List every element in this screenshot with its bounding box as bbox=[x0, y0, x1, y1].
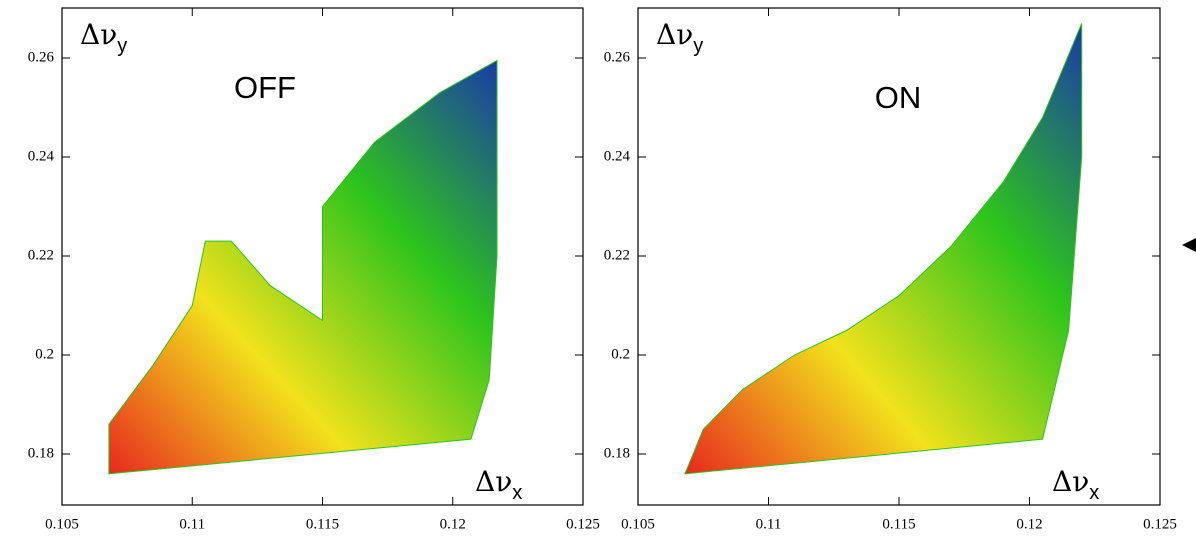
x-axis-label-sub: x bbox=[1089, 482, 1099, 504]
x-tick-label: 0.105 bbox=[45, 516, 79, 532]
footprint-area bbox=[684, 23, 1083, 475]
x-tick-label: 0.11 bbox=[179, 516, 205, 532]
y-tick-label: 0.26 bbox=[604, 49, 631, 65]
y-tick-label: 0.2 bbox=[611, 346, 630, 362]
x-tick-label: 0.11 bbox=[756, 516, 782, 532]
x-axis-label: Δνx bbox=[475, 465, 522, 504]
y-axis-label-sub: y bbox=[693, 35, 703, 57]
y-axis-label: Δνy bbox=[656, 18, 703, 57]
x-tick-label: 0.125 bbox=[1143, 516, 1177, 532]
arrow-marker bbox=[1182, 238, 1196, 252]
x-tick-label: 0.12 bbox=[1016, 516, 1042, 532]
y-tick-label: 0.24 bbox=[604, 148, 631, 164]
y-axis-label-sub: y bbox=[117, 35, 127, 57]
y-tick-label: 0.26 bbox=[28, 49, 55, 65]
x-tick-label: 0.105 bbox=[621, 516, 655, 532]
y-tick-label: 0.18 bbox=[604, 445, 630, 461]
annotation: OFF bbox=[234, 70, 296, 105]
y-tick-label: 0.24 bbox=[28, 148, 55, 164]
x-tick-label: 0.115 bbox=[882, 516, 915, 532]
y-tick-label: 0.22 bbox=[604, 247, 630, 263]
y-axis-label: Δνy bbox=[80, 18, 127, 57]
y-tick-label: 0.22 bbox=[28, 247, 54, 263]
y-axis-label-main: Δν bbox=[80, 18, 117, 51]
footprint-area bbox=[108, 59, 498, 475]
y-tick-label: 0.2 bbox=[35, 346, 54, 362]
x-tick-label: 0.12 bbox=[440, 516, 466, 532]
x-tick-label: 0.115 bbox=[306, 516, 339, 532]
x-axis-label-sub: x bbox=[512, 482, 522, 504]
x-axis-label-main: Δν bbox=[1052, 465, 1089, 498]
x-axis-label-main: Δν bbox=[475, 465, 512, 498]
x-tick-label: 0.125 bbox=[566, 516, 600, 532]
y-tick-label: 0.18 bbox=[28, 445, 54, 461]
annotation: ON bbox=[875, 80, 922, 115]
y-axis-label-main: Δν bbox=[656, 18, 693, 51]
x-axis-label: Δνx bbox=[1052, 465, 1099, 504]
